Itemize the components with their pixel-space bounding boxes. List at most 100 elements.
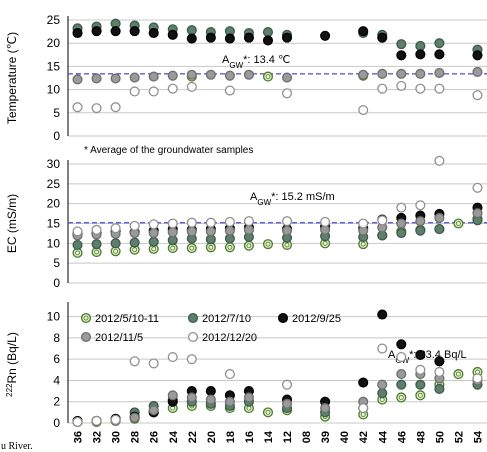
data-point	[91, 415, 102, 426]
y-tick-label: 8	[53, 331, 60, 345]
data-point	[281, 216, 293, 227]
data-point	[72, 239, 83, 250]
data-point	[396, 218, 407, 229]
data-point	[377, 32, 388, 43]
data-point	[396, 50, 407, 61]
data-point	[72, 226, 83, 237]
data-point	[167, 83, 178, 94]
data-point	[281, 398, 293, 409]
x-tick-label: 44	[377, 430, 389, 443]
data-point-inner	[284, 242, 290, 248]
x-tick-label: 16	[244, 431, 256, 443]
data-point	[320, 30, 331, 41]
y-tick-label: 20	[47, 197, 61, 211]
data-point	[129, 220, 140, 231]
y-tick-label: 15	[47, 59, 61, 73]
data-point	[148, 219, 159, 230]
data-point-inner	[265, 241, 271, 247]
data-point	[224, 70, 235, 81]
x-tick-label: 08	[301, 431, 313, 443]
data-point	[472, 50, 483, 61]
x-tick-label: 40	[339, 431, 351, 443]
legend-label: 2012/12/20	[202, 332, 257, 344]
data-point	[167, 390, 178, 401]
data-point	[72, 27, 83, 39]
data-point	[262, 35, 274, 46]
data-point	[186, 33, 197, 44]
data-point	[415, 200, 426, 211]
data-point	[358, 403, 369, 414]
y-tick-label: 5	[53, 256, 60, 270]
data-point	[320, 216, 331, 227]
data-point	[396, 68, 407, 79]
y-tick-label: 0	[53, 276, 60, 290]
data-point	[205, 226, 216, 237]
data-point	[415, 83, 426, 94]
panel-1: 0 5 10 15 20 25 Temperature (℃) AGW*: 13.4 ℃	[5, 13, 487, 143]
data-point	[243, 392, 254, 403]
data-point-inner	[227, 244, 233, 250]
x-tick-label: 24	[168, 430, 180, 443]
data-point	[415, 49, 426, 60]
data-point	[186, 354, 197, 365]
data-point-inner	[398, 395, 404, 400]
data-point	[186, 69, 197, 80]
y-tick-label: 6	[53, 352, 60, 366]
x-tick-label: 28	[130, 431, 142, 443]
data-point	[358, 26, 369, 37]
x-tick-label: 22	[187, 431, 199, 443]
data-point	[472, 373, 483, 384]
data-point	[434, 38, 445, 49]
data-point	[377, 68, 388, 79]
data-point	[415, 225, 426, 236]
data-point	[205, 69, 216, 80]
data-point	[472, 66, 483, 78]
data-point	[167, 29, 178, 40]
x-tick-label: 50	[434, 431, 446, 443]
data-point	[167, 352, 178, 363]
data-point	[243, 69, 254, 80]
x-tick-label: 14	[263, 430, 275, 443]
data-point	[281, 72, 293, 83]
data-point-inner	[246, 243, 252, 249]
data-point	[167, 70, 178, 81]
data-point-inner	[132, 247, 138, 253]
data-point	[415, 68, 426, 79]
data-point	[377, 309, 388, 320]
data-point	[243, 216, 254, 227]
data-point-inner	[189, 245, 195, 251]
data-point	[434, 83, 445, 94]
footnote: * Average of the groundwater samples	[84, 145, 253, 156]
data-point	[129, 412, 140, 423]
data-point	[396, 379, 407, 390]
data-point	[129, 86, 140, 97]
data-point	[129, 26, 140, 37]
data-point	[110, 73, 121, 84]
x-tick-label: 32	[92, 431, 104, 443]
data-point	[396, 352, 407, 363]
data-point	[91, 224, 102, 235]
y-tick-label: 20	[47, 36, 61, 50]
data-point	[224, 216, 235, 227]
data-point	[434, 224, 445, 235]
data-point	[396, 80, 407, 91]
data-point-inner	[265, 74, 271, 80]
data-point	[186, 217, 197, 228]
data-point	[434, 383, 445, 395]
data-point-inner	[322, 240, 328, 246]
x-tick-label: 46	[396, 431, 408, 443]
x-tick-label: 39	[320, 431, 332, 443]
data-point	[377, 388, 388, 399]
legend-label: 2012/11/5	[95, 332, 143, 344]
data-point	[148, 71, 159, 82]
legend-label: 2012/5/10-11	[95, 313, 159, 325]
data-point-inner	[170, 245, 176, 251]
data-point	[224, 33, 235, 44]
data-point	[415, 364, 426, 375]
data-point	[377, 215, 388, 226]
data-point	[358, 218, 369, 229]
data-point	[377, 83, 388, 94]
data-point-inner	[113, 248, 119, 254]
y-tick-label: 10	[47, 310, 61, 324]
data-point	[129, 72, 140, 83]
